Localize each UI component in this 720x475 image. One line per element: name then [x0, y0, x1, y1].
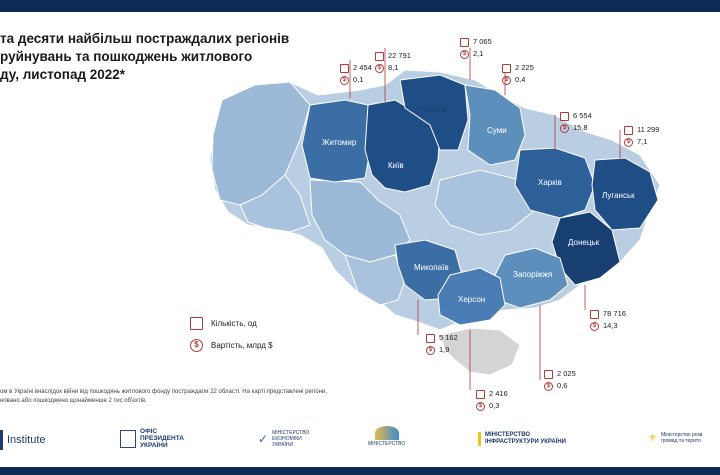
label-zaporizhzhia: Запоріжжя [513, 270, 552, 279]
footnote: ом в Україні внаслідок війни від пошкодя… [0, 388, 370, 406]
house-icon [426, 334, 435, 343]
trident-icon [120, 430, 136, 448]
stat-kherson: 2 416 $0,3 [476, 388, 508, 412]
flag-bar-icon [478, 432, 481, 446]
stat-kharkiv: 6 554 $15,8 [560, 110, 592, 134]
dollar-icon: $ [502, 76, 511, 85]
house-icon [476, 390, 485, 399]
label-donetsk: Донецьк [568, 238, 600, 247]
label-kherson: Херсон [458, 295, 485, 304]
house-icon [460, 38, 469, 47]
emblem-icon [375, 426, 399, 440]
stat-sumy: 2 225 $0,4 [502, 62, 534, 86]
house-icon [624, 126, 633, 135]
logo-institute: Institute [0, 430, 46, 450]
stat-donetsk: 78 716 $14,3 [590, 308, 626, 332]
stat-zaporizhzhia: 2 025 $0,6 [544, 368, 576, 392]
checkmark-icon: ✓ [258, 432, 268, 446]
dollar-icon: $ [426, 346, 435, 355]
label-zhytomyr: Житомир [322, 138, 357, 147]
map-south-west-region [345, 255, 405, 305]
label-chernihiv: Чернігів [418, 105, 447, 114]
logo-ministry-economy: ✓ МІНІСТЕРСТВО ЕКОНОМІКИ УКРАЇНИ [258, 430, 309, 448]
dollar-icon: $ [476, 402, 485, 411]
house-icon [502, 64, 511, 73]
dollar-icon: $ [190, 339, 203, 352]
house-icon [590, 310, 599, 319]
stat-luhansk: 11 299 $7,1 [624, 124, 659, 148]
dollar-icon: $ [624, 138, 633, 147]
house-icon [190, 317, 203, 330]
map-legend: Кількість, од $ Вартість, млрд $ [190, 312, 273, 356]
house-icon [340, 64, 349, 73]
dollar-icon: $ [340, 76, 349, 85]
dollar-icon: $ [544, 382, 553, 391]
partner-logos: Institute ОФІС ПРЕЗИДЕНТА УКРАЇНИ ✓ МІНІ… [0, 420, 720, 460]
house-icon [560, 112, 569, 121]
house-icon [544, 370, 553, 379]
label-sumy: Суми [487, 126, 507, 135]
logo-ministry-mid: МІНІСТЕРСТВО [368, 426, 405, 447]
label-kharkiv: Харків [538, 178, 562, 187]
region-sumy[interactable] [465, 85, 525, 165]
trident-icon: ⚜ [648, 433, 657, 444]
house-icon [375, 52, 384, 61]
stat-chernihiv: 7 065 $2,1 [460, 36, 492, 60]
dollar-icon: $ [375, 64, 384, 73]
bar-icon [0, 430, 3, 450]
logo-president-office: ОФІС ПРЕЗИДЕНТА УКРАЇНИ [120, 428, 184, 449]
bottom-frame-bar [0, 467, 720, 475]
label-kyiv: Київ [388, 161, 404, 170]
dollar-icon: $ [590, 322, 599, 331]
dollar-icon: $ [460, 50, 469, 59]
label-luhansk: Луганськ [602, 191, 635, 200]
stat-zhytomyr: 2 454 $0,1 [340, 62, 372, 86]
logo-ministry-infrastructure: МІНІСТЕРСТВО ІНФРАСТРУКТУРИ УКРАЇНИ [478, 432, 566, 446]
label-mykolaiv: Миколаїв [414, 263, 449, 272]
stat-mykolaiv: 5 162 $1,9 [426, 332, 458, 356]
stat-kyiv: 22 791 $8,1 [375, 50, 411, 74]
dollar-icon: $ [560, 124, 569, 133]
logo-ministry-regional: ⚜ Міністерство розв громад та терито [648, 432, 702, 444]
